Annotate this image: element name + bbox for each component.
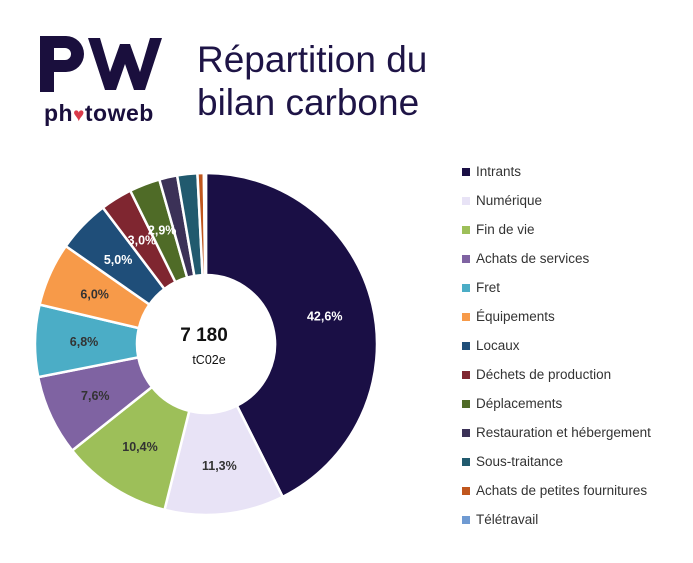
center-total-unit: tC02e	[192, 353, 225, 367]
legend-swatch	[462, 370, 470, 379]
slice-data-label: 3,0%	[128, 234, 157, 248]
logo-text-after: toweb	[84, 100, 154, 126]
legend-label: Intrants	[476, 164, 522, 179]
legend-item: Fret	[462, 273, 651, 302]
donut-slice	[202, 171, 208, 277]
title-line-1: Répartition du	[197, 39, 428, 80]
legend-label: Fret	[476, 280, 501, 295]
logo-text-before: ph	[44, 100, 74, 126]
legend-item: Locaux	[462, 331, 651, 360]
legend-item: Télétravail	[462, 505, 651, 534]
slice-data-label: 42,6%	[307, 309, 342, 323]
photoweb-logo-mark	[40, 36, 162, 92]
legend-item: Fin de vie	[462, 215, 651, 244]
legend-swatch	[462, 457, 470, 466]
photoweb-logo: ph♥toweb	[28, 28, 178, 128]
center-total-value: 7 180	[180, 325, 228, 346]
legend-swatch	[462, 283, 470, 292]
legend-label: Équipements	[476, 309, 555, 324]
slice-data-label: 2,9%	[148, 224, 177, 238]
legend-label: Fin de vie	[476, 222, 535, 237]
legend-item: Numérique	[462, 186, 651, 215]
chart-legend: Intrants Numérique Fin de vie Achats de ser…	[462, 157, 651, 534]
slice-data-label: 6,0%	[80, 288, 109, 302]
legend-label: Télétravail	[476, 512, 539, 527]
slice-data-label: 11,3%	[202, 459, 237, 473]
legend-swatch	[462, 167, 470, 176]
slice-data-label: 7,6%	[81, 389, 110, 403]
legend-swatch	[462, 341, 470, 350]
logo-wordmark: ph♥toweb	[44, 100, 154, 127]
legend-label: Restauration et hébergement	[476, 425, 651, 440]
legend-swatch	[462, 254, 470, 263]
legend-swatch	[462, 225, 470, 234]
legend-item: Équipements	[462, 302, 651, 331]
legend-label: Sous-traitance	[476, 454, 564, 469]
legend-swatch	[462, 399, 470, 408]
legend-label: Déplacements	[476, 396, 563, 411]
legend-label: Numérique	[476, 193, 543, 208]
legend-item: Sous-traitance	[462, 447, 651, 476]
legend-swatch	[462, 515, 470, 524]
title-line-2: bilan carbone	[197, 82, 420, 123]
legend-label: Achats de petites fournitures	[476, 483, 648, 498]
legend-item: Intrants	[462, 157, 651, 186]
heart-icon: ♥	[73, 105, 85, 126]
legend-label: Locaux	[476, 338, 520, 353]
slice-data-label: 6,8%	[70, 335, 99, 349]
legend-swatch	[462, 196, 470, 205]
legend-swatch	[462, 486, 470, 495]
legend-item: Déplacements	[462, 389, 651, 418]
legend-label: Achats de services	[476, 251, 590, 266]
legend-item: Restauration et hébergement	[462, 418, 651, 447]
legend-item: Achats de services	[462, 244, 651, 273]
legend-item: Déchets de production	[462, 360, 651, 389]
slice-data-label: 5,0%	[104, 253, 133, 267]
page-title: Répartition du bilan carbone	[197, 38, 427, 124]
legend-swatch	[462, 312, 470, 321]
legend-swatch	[462, 428, 470, 437]
donut-slice	[204, 171, 379, 499]
slice-data-label: 10,4%	[122, 440, 157, 454]
legend-label: Déchets de production	[476, 367, 612, 382]
legend-item: Achats de petites fournitures	[462, 476, 651, 505]
